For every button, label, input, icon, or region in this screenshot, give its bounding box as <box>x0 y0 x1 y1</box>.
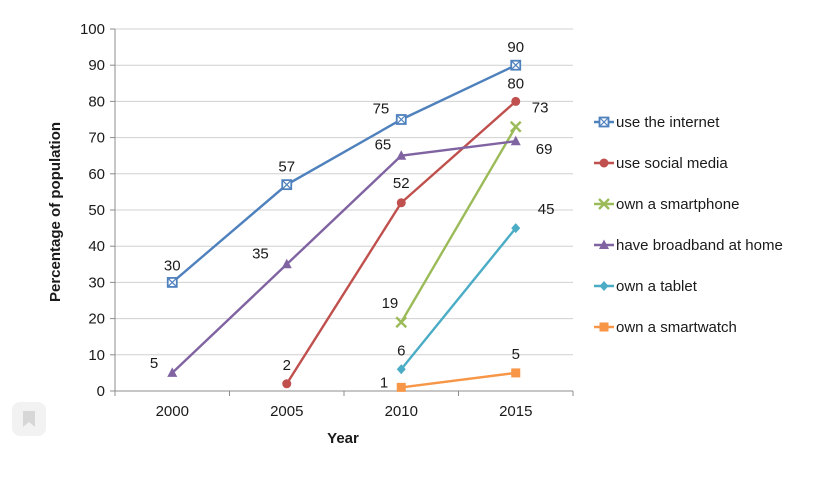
data-label: 1 <box>380 374 388 391</box>
series-own-a-tablet <box>396 223 521 375</box>
bookmark-button[interactable] <box>12 402 46 436</box>
legend-item: own a tablet <box>594 278 698 295</box>
legend-label: use the internet <box>616 114 720 131</box>
series-line <box>171 64 517 284</box>
legend-marker <box>599 239 609 249</box>
y-axis-title: Percentage of population <box>47 122 64 302</box>
series-use-the-internet <box>166 59 522 288</box>
y-tick-label: 60 <box>88 166 105 183</box>
legend-marker <box>599 281 609 291</box>
data-point <box>167 367 178 377</box>
x-tick-label: 2000 <box>156 403 189 420</box>
data-point <box>396 198 406 208</box>
data-point <box>509 120 522 133</box>
grid-layer <box>115 28 573 356</box>
data-point <box>396 150 407 160</box>
data-point <box>395 114 407 125</box>
legend-item: have broadband at home <box>594 237 783 254</box>
data-point <box>396 382 406 392</box>
data-label: 19 <box>382 295 399 312</box>
legend-item: own a smartphone <box>594 196 739 213</box>
data-label: 2 <box>283 357 291 374</box>
data-point <box>511 223 521 234</box>
legend-label: own a smartwatch <box>616 319 737 336</box>
data-point <box>281 179 293 191</box>
legend-label: have broadband at home <box>616 237 783 254</box>
data-point <box>395 316 408 329</box>
series-have-broadband-at-home <box>167 135 521 377</box>
data-point <box>510 59 522 71</box>
legend-label: own a tablet <box>616 278 698 295</box>
y-tick-label: 40 <box>88 238 105 255</box>
legend-marker <box>598 116 610 128</box>
data-label: 75 <box>373 101 390 118</box>
data-label: 65 <box>375 137 392 154</box>
data-label: 5 <box>150 355 158 372</box>
legend-item: use the internet <box>594 114 720 131</box>
data-point <box>166 276 178 288</box>
y-tick-label: 50 <box>88 202 105 219</box>
legend-label: use social media <box>616 155 728 172</box>
data-point <box>281 258 292 269</box>
data-label: 45 <box>538 201 555 218</box>
series-line <box>171 140 516 374</box>
data-point <box>282 379 292 389</box>
x-axis-title: Year <box>327 430 359 447</box>
data-label: 35 <box>252 245 269 262</box>
data-point <box>511 368 521 378</box>
legend-item: use social media <box>594 155 728 172</box>
series-use-social-media <box>282 96 521 389</box>
y-tick-label: 0 <box>97 383 105 400</box>
legend-marker <box>598 198 610 210</box>
series-own-a-smartwatch <box>396 368 521 392</box>
series-layer <box>166 59 522 392</box>
bookmark-icon <box>23 411 35 427</box>
data-point <box>396 364 406 375</box>
series-line <box>400 126 517 323</box>
data-label: 90 <box>507 39 524 56</box>
data-point <box>510 135 521 146</box>
data-label: 80 <box>507 75 524 92</box>
y-tick-label: 100 <box>80 21 105 38</box>
data-label: 57 <box>278 159 295 176</box>
x-tick-label: 2005 <box>270 403 303 420</box>
x-tick-label: 2010 <box>385 403 418 420</box>
y-tick-label: 10 <box>88 347 105 364</box>
data-label: 52 <box>393 175 410 192</box>
axis-layer: 0 10 20 30 40 50 60 70 80 90 100 2000 2005 2010 2015 <box>80 21 574 420</box>
y-tick-label: 70 <box>88 130 105 147</box>
series-own-a-smartphone <box>395 120 522 329</box>
data-label: 73 <box>532 100 549 117</box>
legend: use the internet use social media own a sm… <box>594 114 783 336</box>
y-tick-label: 30 <box>88 274 105 291</box>
data-label: 5 <box>512 346 520 363</box>
data-label: 30 <box>164 257 181 274</box>
label-layer: 30 57 75 90 2 52 80 19 73 5 35 65 69 6 45 1 5 <box>150 39 555 391</box>
y-tick-label: 90 <box>88 57 105 74</box>
data-point <box>511 96 521 106</box>
series-line <box>400 227 517 371</box>
legend-label: own a smartphone <box>616 196 739 213</box>
legend-marker <box>599 322 609 332</box>
y-tick-label: 20 <box>88 311 105 328</box>
y-tick-label: 80 <box>88 93 105 110</box>
series-line <box>401 371 516 389</box>
legend-item: own a smartwatch <box>594 319 737 336</box>
data-label: 6 <box>397 342 405 359</box>
data-label: 69 <box>536 141 553 158</box>
legend-marker <box>599 158 609 168</box>
x-tick-label: 2015 <box>499 403 532 420</box>
